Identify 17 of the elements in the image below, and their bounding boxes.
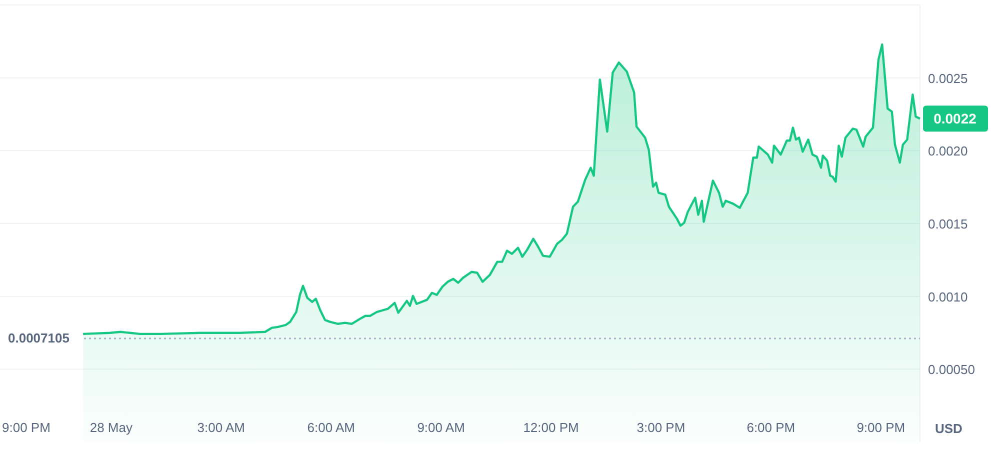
annotation: 0.0022 — [934, 110, 977, 127]
x-tick-label: 6:00 AM — [307, 420, 355, 435]
x-tick-label: 9:00 AM — [417, 420, 465, 435]
x-tick-label: 3:00 PM — [636, 420, 686, 435]
x-tick-label: 9:00 PM — [856, 420, 906, 435]
ref-line-label: 0.0007105 — [8, 330, 70, 346]
y-tick-label: 0.0020 — [928, 144, 968, 159]
x-tick-label: 9:00 PM — [2, 420, 50, 435]
x-tick-label: 28 May — [90, 420, 133, 435]
y-axis-title: USD — [935, 421, 962, 436]
y-tick-label: 0.0025 — [928, 70, 968, 86]
y-tick-label: 0.0015 — [928, 216, 968, 232]
x-tick-label: 6:00 PM — [746, 420, 796, 435]
x-tick-label: 3:00 AM — [197, 420, 245, 435]
x-tick-label: 12:00 PM — [523, 420, 579, 435]
y-tick-label: 0.00050 — [928, 362, 975, 378]
y-tick-label: 0.0010 — [928, 289, 968, 304]
